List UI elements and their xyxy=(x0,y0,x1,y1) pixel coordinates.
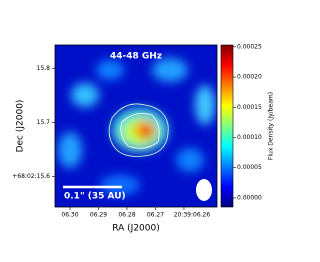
colorbar-label: Flux Density (Jy/beam) xyxy=(268,92,275,160)
x-axis-label: RA (J2000) xyxy=(112,224,160,234)
x-tick-label: 06.27 xyxy=(147,212,164,219)
colorbar-tick-label: 0.00010 xyxy=(237,134,262,141)
scalebar-label: 0.1" (35 AU) xyxy=(64,192,126,202)
x-tick-label: 06.29 xyxy=(90,212,107,219)
map-image xyxy=(55,45,217,207)
x-tick-label: 20:39:06.26 xyxy=(174,212,211,219)
y-tick-label: +68:02:15.6 xyxy=(12,173,50,180)
colorbar-tick-label: 0.00015 xyxy=(237,104,262,111)
beam xyxy=(196,179,212,201)
colorbar-tick-label: 0.00025 xyxy=(237,43,262,50)
y-tick-label: 15.8 xyxy=(37,65,51,72)
x-tick-label: 06.28 xyxy=(118,212,135,219)
colorbar-tick-label: 0.00000 xyxy=(237,194,262,201)
chart: 44-48 GHz 0.1" (35 AU) RA (J2000) Dec (J… xyxy=(12,43,275,234)
colorbar-tick-label: 0.00005 xyxy=(237,164,262,171)
plot-frame xyxy=(54,44,218,208)
x-tick-label: 06.30 xyxy=(61,212,78,219)
colorbar xyxy=(220,44,234,208)
y-tick-label: 15.7 xyxy=(37,119,51,126)
chart-title: 44-48 GHz xyxy=(110,52,162,62)
colorbar-tick-label: 0.00020 xyxy=(237,74,262,81)
y-axis-label: Dec (J2000) xyxy=(16,100,26,153)
